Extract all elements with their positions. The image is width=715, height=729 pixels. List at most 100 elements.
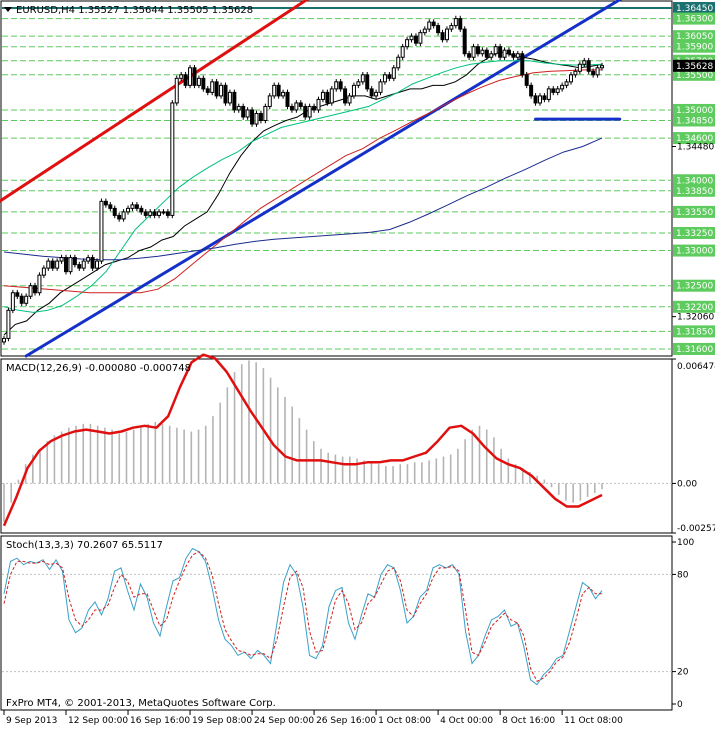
- candle-body: [462, 28, 467, 55]
- candle-body: [263, 105, 268, 122]
- macd-axis: 0.006474 0.00 -0.002579: [2, 358, 715, 534]
- candle-body: [498, 46, 503, 58]
- candle-body: [148, 211, 153, 216]
- candle-body: [192, 67, 197, 86]
- stochastic-panel-title: Stoch(13,3,3) 70.2607 65.5117: [6, 540, 163, 551]
- candle-body: [188, 67, 193, 86]
- candle-body: [489, 53, 494, 58]
- candle-body: [81, 260, 86, 269]
- time-axis: 9 Sep 2013 12 Sep 00:00 16 Sep 16:00 19 Sep…: [3, 710, 623, 726]
- candle-body: [365, 74, 370, 90]
- candle-body: [64, 257, 69, 273]
- candle-body: [515, 53, 520, 58]
- candle-body: [360, 74, 365, 83]
- level-price-label-bg: [673, 279, 715, 292]
- price-tick-label: 1.31850: [676, 327, 713, 337]
- price-tick-label: 1.32200: [676, 303, 713, 313]
- level-price-label-bg: [673, 205, 715, 218]
- candle-body: [329, 88, 334, 104]
- candle-body: [68, 257, 73, 273]
- resistance-price-label-bg: [673, 2, 715, 15]
- candle-body: [236, 105, 241, 111]
- upper-channel-line: [0, 0, 309, 203]
- candle-body: [15, 292, 20, 297]
- candle-body: [46, 260, 51, 269]
- candle-body: [294, 102, 299, 111]
- price-tick-label: 1.31600: [676, 345, 713, 355]
- candle-body: [41, 267, 46, 276]
- candle-body: [418, 32, 423, 44]
- stoch-tick-label: 20: [677, 668, 689, 678]
- price-tick-label: 1.36450: [676, 4, 713, 14]
- candle-body: [143, 211, 148, 216]
- chart-menu-triangle-icon[interactable]: [4, 7, 12, 12]
- candle-body: [568, 74, 573, 83]
- stoch-d-line: [3, 551, 602, 682]
- candle-body: [254, 112, 259, 125]
- level-price-label-bg: [673, 103, 715, 116]
- level-price-label-bg: [673, 226, 715, 239]
- moving-average-lines: [3, 51, 603, 336]
- current-price-marker: 1.35628: [673, 59, 715, 72]
- time-tick-label: 8 Oct 16:00: [502, 716, 555, 726]
- candle-body: [50, 260, 55, 269]
- candle-body: [139, 207, 144, 213]
- time-tick-label: 26 Sep 16:00: [316, 716, 376, 726]
- candle-body: [126, 207, 131, 213]
- candle-body: [245, 109, 250, 118]
- candle-body: [564, 81, 569, 86]
- candle-body: [227, 91, 232, 104]
- candle-body: [351, 84, 356, 97]
- candle-body: [338, 81, 343, 90]
- price-tick-label: 1.36050: [676, 32, 713, 42]
- candle-body: [506, 49, 511, 55]
- candle-body: [369, 88, 374, 97]
- candle-body: [201, 77, 206, 90]
- candle-body: [72, 257, 77, 266]
- price-tick-label: 1.33850: [676, 187, 713, 197]
- price-tick-label: 1.34600: [676, 134, 713, 144]
- level-price-label-bg: [673, 300, 715, 313]
- price-tick-label: 1.33250: [676, 229, 713, 239]
- price-tick-label: 1.34000: [676, 176, 713, 186]
- candle-body: [95, 260, 100, 269]
- candle-body: [555, 88, 560, 93]
- candle-body: [77, 264, 82, 269]
- candle-body: [276, 84, 281, 97]
- candle-body: [90, 257, 95, 269]
- level-price-label-bg: [673, 30, 715, 43]
- macd-signal-line: [2, 353, 603, 527]
- candle-body: [183, 74, 188, 86]
- candle-body: [112, 207, 117, 216]
- macd-tick-label: 0.006474: [677, 362, 715, 372]
- candle-body: [444, 28, 449, 41]
- macd-histogram: [3, 360, 603, 522]
- time-tick-label: 11 Oct 08:00: [564, 716, 623, 726]
- candle-body: [19, 295, 24, 304]
- candle-body: [214, 81, 219, 97]
- price-tick-label: 1.34850: [676, 117, 713, 127]
- stoch-tick-label: 100: [677, 538, 694, 548]
- candle-body: [103, 200, 108, 206]
- candle-body: [86, 257, 91, 262]
- macd-panel-title: MACD(12,26,9) -0.000080 -0.000748: [6, 363, 191, 374]
- stochastic-axis: 100 80 20 0: [2, 538, 694, 710]
- candle-body: [232, 91, 237, 111]
- candle-body: [285, 91, 290, 107]
- price-tick-label: 1.32060: [677, 313, 714, 323]
- stoch-tick-label: 80: [677, 570, 689, 580]
- moving-average-3: [3, 69, 602, 294]
- candle-body: [440, 32, 445, 41]
- candle-body: [431, 21, 436, 27]
- candle-body: [334, 81, 339, 90]
- candle-body: [99, 200, 104, 262]
- price-axis: 1.364501.363001.360501.359001.357001.355…: [672, 2, 715, 355]
- price-panel: [0, 0, 673, 357]
- candle-body: [413, 35, 418, 44]
- candle-body: [560, 84, 565, 90]
- time-tick-label: 12 Sep 00:00: [68, 716, 128, 726]
- price-panel-title: EURUSD,H4 1.35527 1.35644 1.35505 1.3562…: [16, 5, 253, 16]
- current-price-label-bg: [673, 59, 715, 72]
- price-tick-label: 1.32500: [676, 282, 713, 292]
- candle-body: [258, 112, 263, 122]
